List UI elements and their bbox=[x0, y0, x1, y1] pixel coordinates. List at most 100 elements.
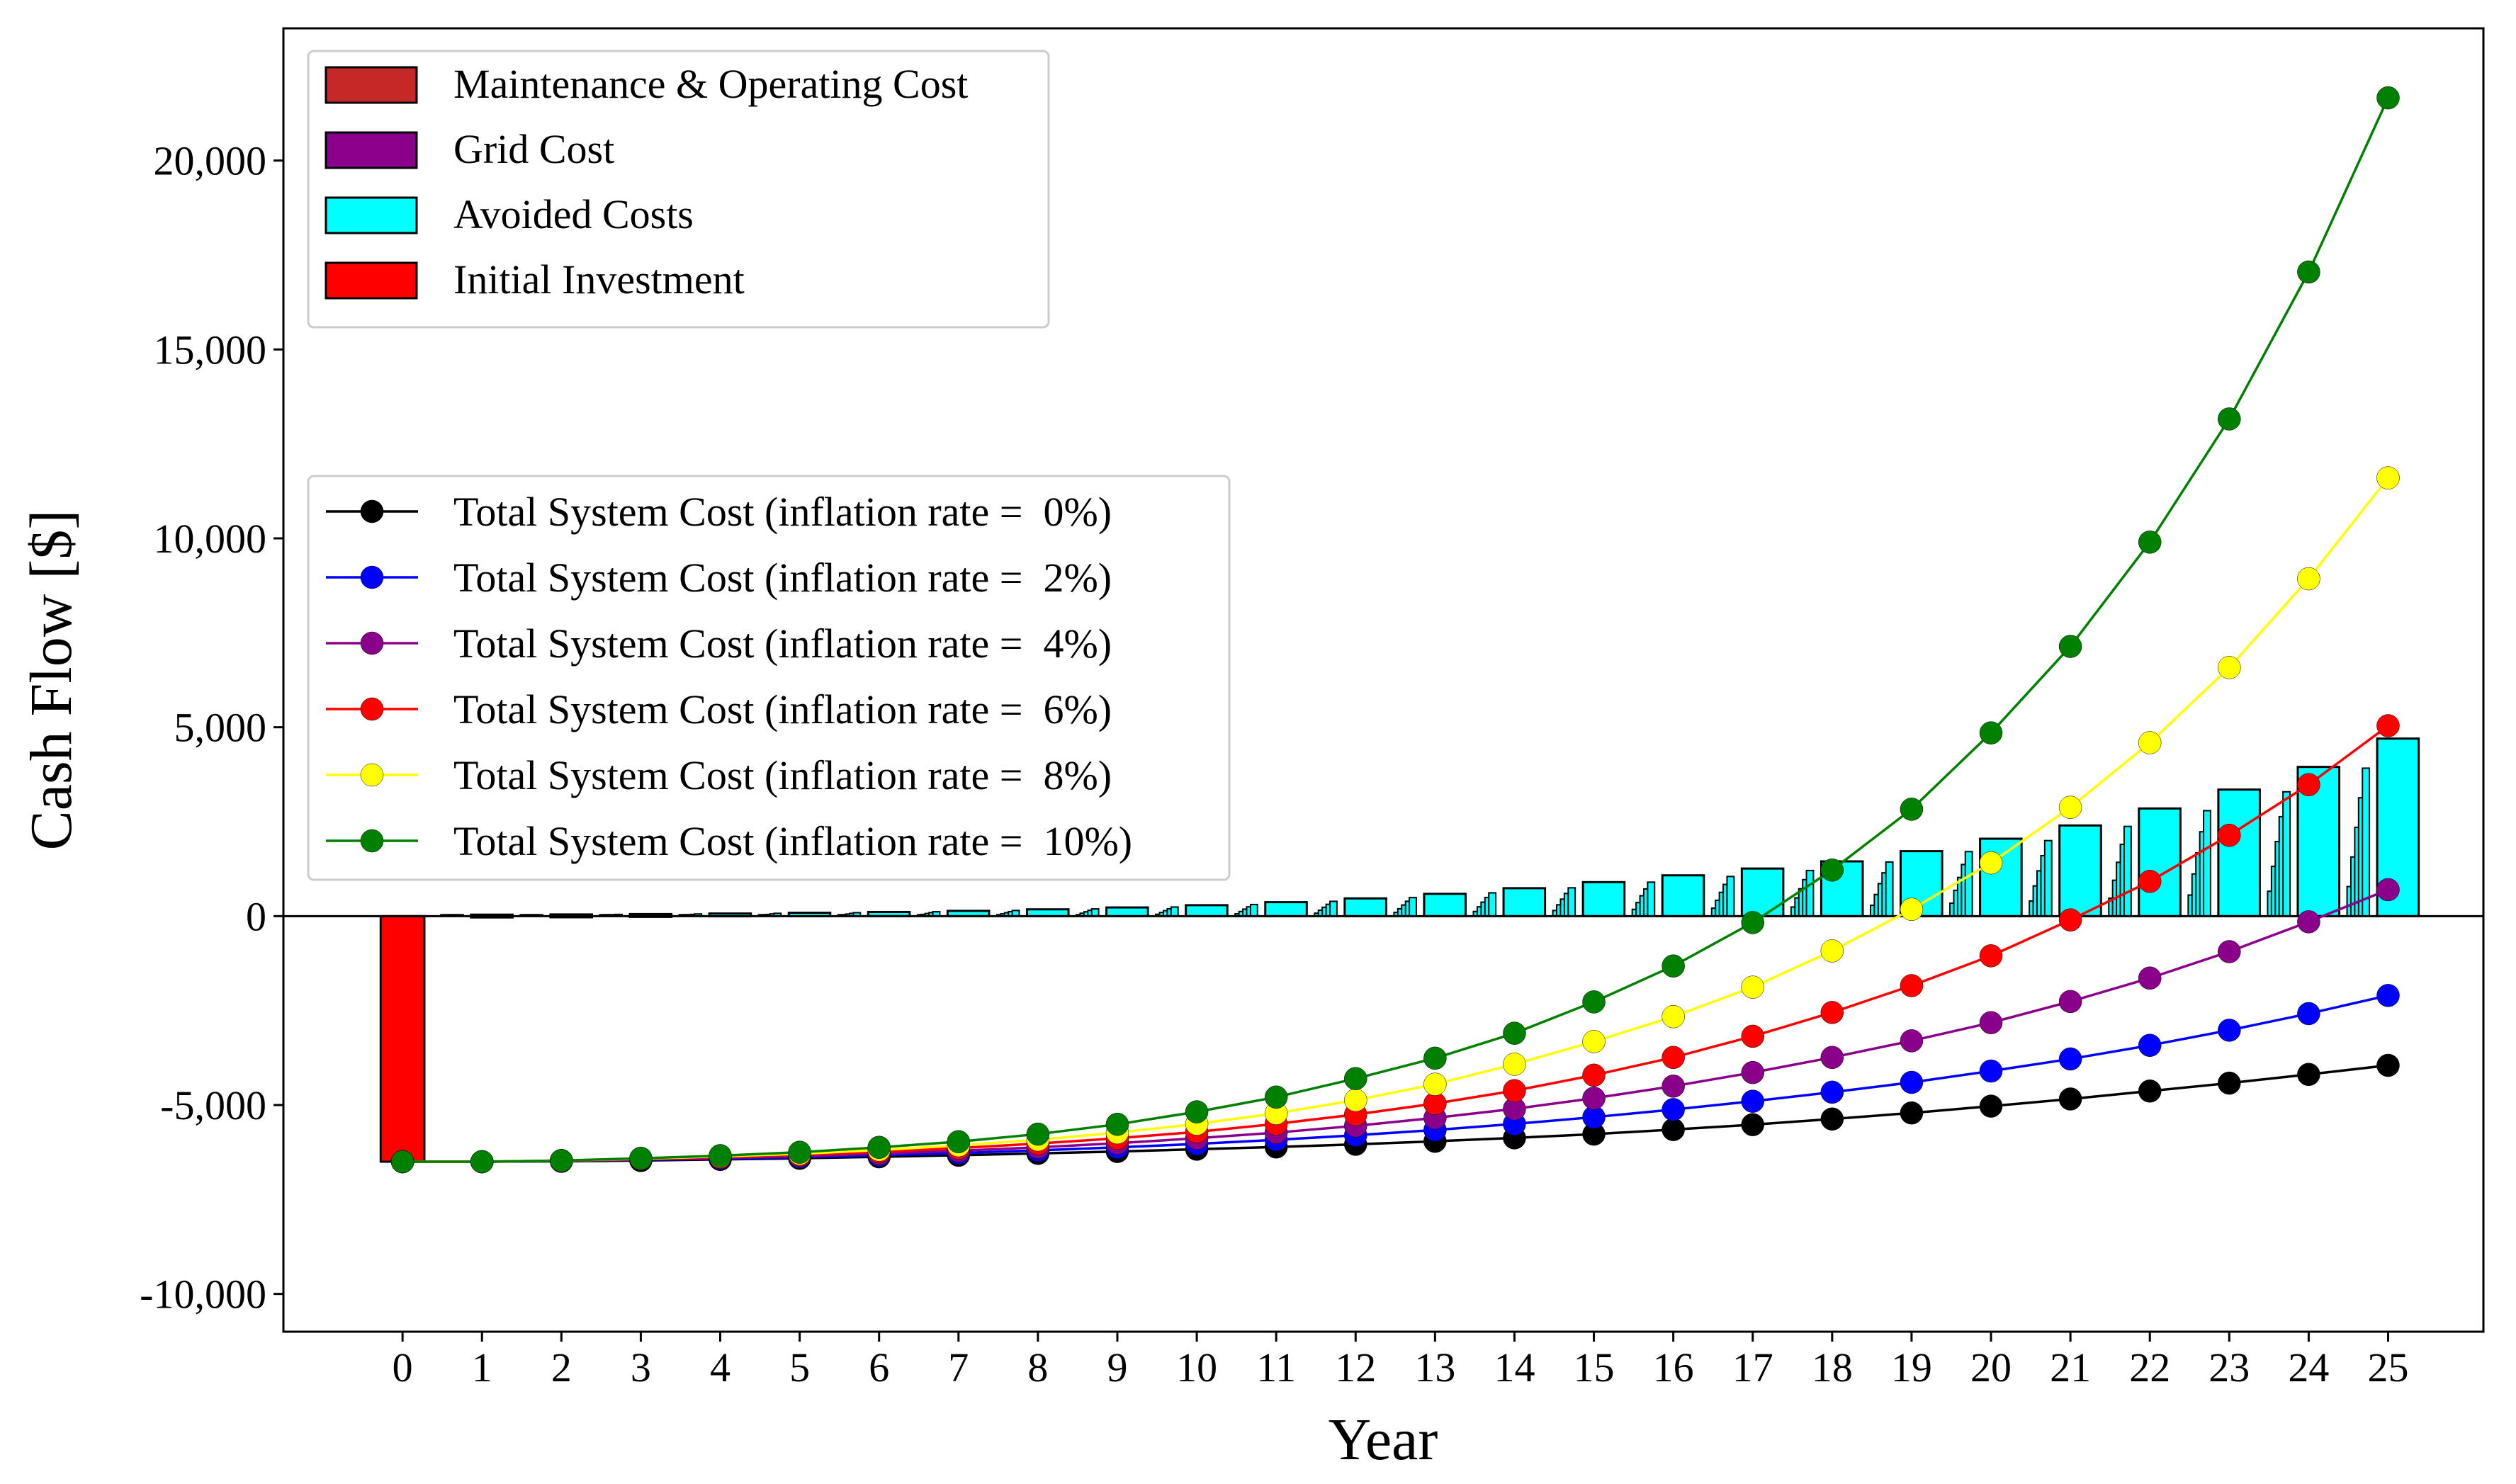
x-tick-label: 18 bbox=[1812, 1344, 1853, 1390]
series-point bbox=[1185, 1100, 1209, 1123]
x-tick-label: 3 bbox=[631, 1344, 651, 1390]
bar-legend-label: Maintenance & Operating Cost bbox=[453, 61, 968, 107]
series-point bbox=[1423, 1046, 1447, 1070]
y-tick-label: 20,000 bbox=[154, 138, 267, 184]
y-tick-label: 5,000 bbox=[174, 705, 267, 751]
series-point bbox=[1900, 1070, 1924, 1094]
series-point bbox=[2297, 1002, 2320, 1026]
bar-legend-label: Grid Cost bbox=[453, 126, 614, 172]
series-point bbox=[1423, 1072, 1447, 1096]
series-point bbox=[1662, 1118, 1685, 1141]
series-point bbox=[1900, 897, 1924, 921]
series-point bbox=[1820, 1080, 1844, 1104]
x-tick-label: 16 bbox=[1653, 1344, 1694, 1390]
y-tick-label: -10,000 bbox=[140, 1271, 266, 1318]
x-tick-label: 25 bbox=[2367, 1344, 2408, 1390]
line-legend-swatch-marker bbox=[360, 499, 384, 523]
series-point bbox=[2058, 635, 2082, 658]
x-tick-label: 21 bbox=[2050, 1344, 2091, 1390]
series-point bbox=[1900, 974, 1924, 997]
series-point bbox=[1900, 1101, 1924, 1125]
series-point bbox=[2058, 795, 2082, 819]
x-tick-label: 1 bbox=[472, 1344, 492, 1390]
series-point bbox=[947, 1130, 971, 1153]
series-point bbox=[2376, 714, 2400, 737]
x-axis-label: Year bbox=[1328, 1407, 1438, 1473]
avoided-cost-bar bbox=[1343, 897, 1387, 917]
avoided-cost-bar bbox=[1581, 880, 1626, 917]
x-tick-label: 22 bbox=[2129, 1344, 2170, 1390]
series-point bbox=[1741, 1024, 1764, 1048]
line-legend-label: Total System Cost (inflation rate = 6%) bbox=[453, 686, 1112, 732]
avoided-cost-step-bar bbox=[2362, 767, 2371, 917]
series-point bbox=[2297, 910, 2320, 934]
y-tick-label: -5,000 bbox=[160, 1082, 266, 1128]
avoided-cost-step-bar bbox=[1964, 851, 1973, 917]
series-point bbox=[2297, 1063, 2320, 1087]
series-point bbox=[2218, 1071, 2241, 1095]
series-point bbox=[1979, 1094, 2003, 1118]
series-point bbox=[1979, 851, 2003, 875]
x-tick-label: 8 bbox=[1027, 1344, 1048, 1390]
series-point bbox=[2376, 984, 2400, 1007]
series-point bbox=[2138, 731, 2162, 754]
x-tick-label: 15 bbox=[1574, 1344, 1615, 1390]
x-tick-label: 4 bbox=[710, 1344, 730, 1390]
line-legend-swatch-marker bbox=[360, 565, 384, 589]
x-tick-label: 9 bbox=[1107, 1344, 1127, 1390]
series-point bbox=[1662, 954, 1685, 978]
lines-layer bbox=[390, 86, 2400, 1174]
series-point bbox=[2138, 531, 2162, 554]
bar-legend-frame bbox=[307, 50, 1050, 329]
series-point bbox=[2297, 773, 2320, 796]
x-tick-label: 13 bbox=[1414, 1344, 1455, 1390]
line-legend-swatch-marker bbox=[360, 763, 384, 787]
series-point bbox=[1662, 1046, 1685, 1070]
series-point bbox=[1741, 1060, 1764, 1084]
line-legend-frame bbox=[307, 475, 1231, 881]
series-point bbox=[1979, 944, 2003, 968]
series-point bbox=[2218, 1019, 2241, 1042]
avoided-cost-step-bar bbox=[2043, 839, 2053, 917]
line-legend: Total System Cost (inflation rate = 0%) T… bbox=[307, 475, 1231, 881]
series-point bbox=[1741, 911, 1764, 934]
series-point bbox=[2138, 1033, 2162, 1057]
series-point bbox=[1662, 1098, 1685, 1121]
avoided-cost-bar bbox=[2058, 824, 2102, 917]
series-point bbox=[1344, 1067, 1367, 1090]
x-tick-label: 14 bbox=[1494, 1344, 1535, 1390]
x-tick-label: 19 bbox=[1891, 1344, 1932, 1390]
series-point bbox=[1105, 1112, 1129, 1136]
avoided-cost-step-bar bbox=[1805, 869, 1815, 917]
avoided-cost-step-bar bbox=[1647, 881, 1656, 917]
series-point bbox=[2218, 823, 2241, 847]
series-point bbox=[1979, 1059, 2003, 1083]
initial-investment-bar bbox=[379, 914, 426, 1163]
avoided-cost-bar bbox=[1740, 867, 1785, 917]
series-point bbox=[2058, 908, 2082, 931]
series-point bbox=[1503, 1053, 1526, 1076]
series-point bbox=[1900, 1029, 1924, 1053]
series-point bbox=[2138, 870, 2162, 893]
line-legend-swatch-marker bbox=[360, 829, 384, 853]
series-point bbox=[1820, 1001, 1844, 1024]
bar-legend-swatch bbox=[325, 131, 418, 169]
avoided-cost-bar bbox=[1185, 904, 1229, 917]
x-tick-label: 20 bbox=[1970, 1344, 2012, 1390]
avoided-cost-step-bar bbox=[1409, 897, 1417, 917]
y-axis-label: Cash Flow [$] bbox=[18, 510, 84, 851]
avoided-cost-bar bbox=[2217, 788, 2261, 917]
series-point bbox=[470, 1150, 494, 1174]
avoided-cost-step-bar bbox=[1249, 903, 1258, 917]
series-point bbox=[2058, 990, 2082, 1014]
avoided-cost-bar bbox=[2138, 807, 2182, 917]
bar-legend-swatch bbox=[325, 66, 418, 104]
x-tick-label: 10 bbox=[1176, 1344, 1217, 1390]
series-point bbox=[1582, 990, 1606, 1014]
avoided-cost-step-bar bbox=[1567, 887, 1576, 917]
series-point bbox=[2218, 656, 2241, 679]
line-legend-swatch-marker bbox=[360, 631, 384, 655]
avoided-cost-step-bar bbox=[1885, 861, 1894, 917]
